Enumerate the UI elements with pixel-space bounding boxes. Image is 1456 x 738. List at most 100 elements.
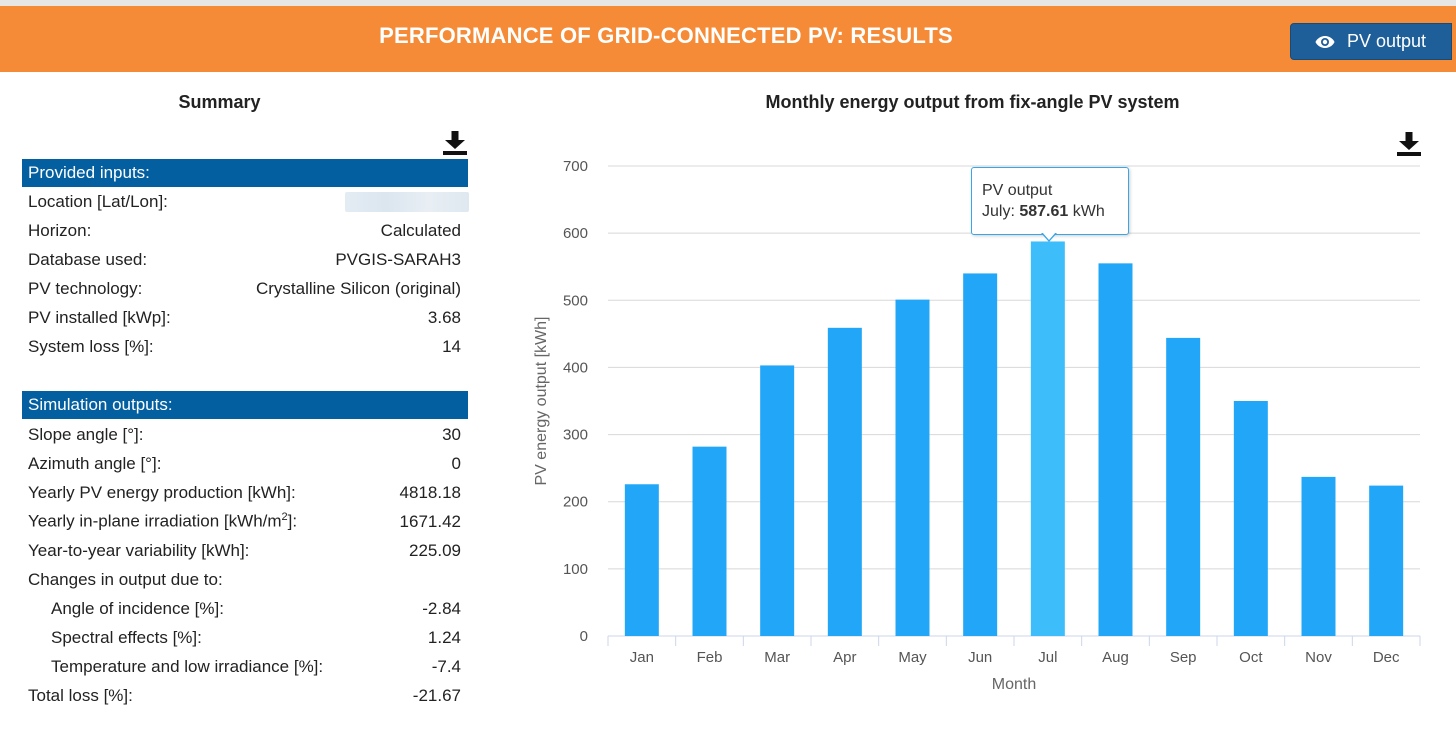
x-tick-label: Jul [1038,649,1057,666]
x-tick-label: Jan [630,649,654,666]
summary-row-label-text: Yearly in-plane irradiation [kWh/m [28,511,282,531]
bar-feb [692,446,727,636]
summary-row-label-text: PV technology: [28,278,143,298]
bar-sep [1166,337,1201,636]
results-header: PERFORMANCE OF GRID-CONNECTED PV: RESULT… [0,6,1456,72]
summary-row-label-text: Horizon: [28,220,92,240]
summary-row-value: PVGIS-SARAH3 [335,249,461,269]
summary-row-label: Horizon: [28,221,91,241]
tooltip-unit: kWh [1072,203,1105,220]
summary-row-label: Database used: [28,250,147,270]
summary-row-label: Spectral effects [%]: [28,628,202,648]
tooltip-value-line: July: 587.61 kWh [982,201,1118,222]
summary-row-label: Temperature and low irradiance [%]: [28,657,323,677]
bar-oct [1233,401,1268,636]
summary-row: Angle of incidence [%]: -2.84 [28,594,461,623]
summary-row-label-sup: 2 [281,511,288,524]
y-axis-title: PV energy output [kWh] [533,317,550,486]
summary-row-label-text: Year-to-year variability [kWh]: [28,540,250,560]
download-summary-icon[interactable] [442,130,468,156]
bar-jan [624,484,659,636]
y-tick-label: 600 [563,225,588,242]
summary-row-label-text: Location [Lat/Lon]: [28,191,168,211]
summary-title: Summary [178,92,261,112]
tooltip-arrow-inner [1042,232,1056,240]
summary-row-value: -7.4 [431,656,461,676]
bar-mar [760,365,795,636]
summary-row: Changes in output due to: [28,565,461,594]
y-tick-label: 0 [580,628,588,645]
summary-row-label: Changes in output due to: [28,570,223,590]
summary-row: Temperature and low irradiance [%]: -7.4 [28,652,461,681]
x-tick-label: Jun [968,649,992,666]
summary-row-label-text: Yearly PV energy production [kWh]: [28,482,296,502]
page-title: PERFORMANCE OF GRID-CONNECTED PV: RESULT… [379,23,953,48]
summary-row-value: 225.09 [409,540,461,560]
tooltip-value: 587.61 [1019,203,1069,220]
summary-row: Slope angle [°]: 30 [28,420,461,449]
summary-row-label: Azimuth angle [°]: [28,454,161,474]
summary-row-value: 1671.42 [399,511,461,531]
summary-row-label-text: PV installed [kWp]: [28,307,171,327]
bar-dec [1369,485,1404,636]
summary-row-label-end: ]: [287,511,298,531]
bar-may [895,299,930,636]
pv-output-button-label: PV output [1347,31,1427,51]
summary-row-label: Angle of incidence [%]: [28,599,224,619]
x-tick-label: Oct [1239,649,1263,666]
bar-jun [963,273,998,636]
simulation-outputs-heading: Simulation outputs: [22,391,468,419]
summary-row-label-text: Spectral effects [%]: [51,627,202,647]
summary-row-label-text: Changes in output due to: [28,569,223,589]
summary-row-label: PV installed [kWp]: [28,308,171,328]
summary-row: Database used: PVGIS-SARAH3 [28,245,461,274]
bar-aug [1098,263,1133,636]
summary-row-value: 3.68 [427,307,461,327]
y-tick-label: 300 [563,427,588,444]
summary-row-label-text: Slope angle [°]: [28,424,144,444]
location-value-redacted [345,191,469,212]
summary-row-value: 4818.18 [399,482,461,502]
summary-row-label: Yearly in-plane irradiation [kWh/m2]: [28,511,297,532]
summary-row: Spectral effects [%]: 1.24 [28,623,461,652]
pv-output-button[interactable]: PV output [1290,23,1452,60]
summary-row-value: -21.67 [412,685,461,705]
summary-row-value: 0 [451,453,461,473]
summary-row: PV installed [kWp]: 3.68 [28,303,461,332]
summary-row: Horizon: Calculated [28,216,461,245]
summary-row-label-text: Total loss [%]: [28,685,133,705]
chart-title: Monthly energy output from fix-angle PV … [765,92,1180,112]
summary-row-label: Slope angle [°]: [28,425,144,445]
summary-row-label: System loss [%]: [28,337,154,357]
summary-row-label: Yearly PV energy production [kWh]: [28,483,296,503]
summary-row: PV technology: Crystalline Silicon (origi… [28,274,461,303]
summary-row-label-text: Temperature and low irradiance [%]: [51,656,324,676]
y-tick-label: 400 [563,359,588,376]
y-tick-label: 100 [563,561,588,578]
y-tick-label: 500 [563,292,588,309]
x-tick-label: Sep [1170,649,1197,666]
summary-row: Yearly in-plane irradiation [kWh/m2]: 167… [28,507,461,536]
y-tick-label: 200 [563,494,588,511]
summary-row: Year-to-year variability [kWh]: 225.09 [28,536,461,565]
bar-apr [827,327,862,636]
summary-row-label-text: Angle of incidence [%]: [51,598,224,618]
summary-row-value: Calculated [380,220,461,240]
x-tick-label: May [898,649,927,666]
summary-row-label: Location [Lat/Lon]: [28,192,168,212]
x-tick-label: Apr [833,649,856,666]
x-tick-label: Aug [1102,649,1129,666]
x-tick-label: Dec [1373,649,1400,666]
summary-row-value: 14 [442,336,461,356]
summary-row-value: 30 [442,424,461,444]
x-tick-label: Feb [697,649,723,666]
summary-row-value: -2.84 [422,598,461,618]
summary-row: Azimuth angle [°]: 0 [28,449,461,478]
download-chart-icon[interactable] [1396,131,1422,157]
summary-row-value: 1.24 [427,627,461,647]
summary-row-value: Crystalline Silicon (original) [255,278,461,298]
summary-row-label-text: System loss [%]: [28,336,154,356]
bar-jul [1030,241,1065,636]
summary-row-label: PV technology: [28,279,142,299]
provided-inputs-heading: Provided inputs: [22,159,468,187]
